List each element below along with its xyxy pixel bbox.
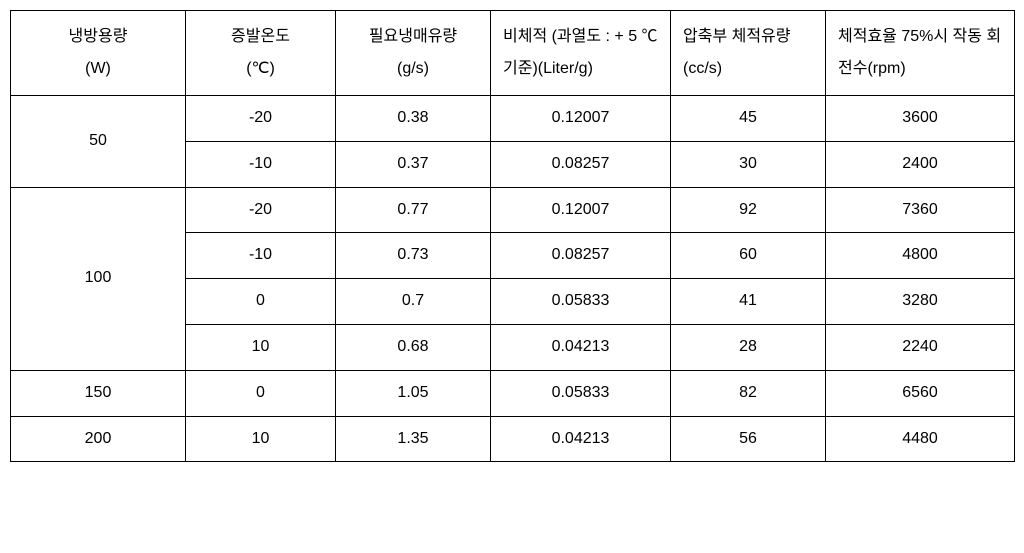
- cell-specific-volume: 0.05833: [491, 279, 671, 325]
- table-row: 100-200.770.12007927360: [11, 187, 1015, 233]
- cell-refrigerant-flow: 0.38: [336, 96, 491, 142]
- cell-rpm: 4800: [826, 233, 1015, 279]
- cell-refrigerant-flow: 0.77: [336, 187, 491, 233]
- cell-cooling-capacity: 200: [11, 416, 186, 462]
- cell-refrigerant-flow: 0.73: [336, 233, 491, 279]
- cell-compression-flow: 45: [671, 96, 826, 142]
- cell-rpm: 6560: [826, 370, 1015, 416]
- header-label: 필요냉매유량(g/s): [369, 28, 457, 77]
- cell-rpm: 4480: [826, 416, 1015, 462]
- cell-rpm: 3280: [826, 279, 1015, 325]
- cell-specific-volume: 0.08257: [491, 141, 671, 187]
- header-cooling-capacity: 냉방용량(W): [11, 11, 186, 96]
- table-header-row: 냉방용량(W) 증발온도(℃) 필요냉매유량(g/s) 비체적 (과열도 : +…: [11, 11, 1015, 96]
- cell-specific-volume: 0.12007: [491, 96, 671, 142]
- cell-refrigerant-flow: 1.35: [336, 416, 491, 462]
- header-label: 압축부 체적유량 (cc/s): [683, 28, 791, 77]
- header-label: 비체적 (과열도 : + 5 ℃ 기준)(Liter/g): [503, 28, 658, 77]
- cell-compression-flow: 28: [671, 324, 826, 370]
- table-row: 50-200.380.12007453600: [11, 96, 1015, 142]
- cell-rpm: 3600: [826, 96, 1015, 142]
- cell-specific-volume: 0.05833: [491, 370, 671, 416]
- cell-evap-temp: 10: [186, 324, 336, 370]
- cell-cooling-capacity: 100: [11, 187, 186, 370]
- cell-cooling-capacity: 50: [11, 96, 186, 188]
- header-rpm: 체적효율 75%시 작동 회전수(rpm): [826, 11, 1015, 96]
- cell-compression-flow: 30: [671, 141, 826, 187]
- cell-evap-temp: -10: [186, 233, 336, 279]
- cell-specific-volume: 0.04213: [491, 416, 671, 462]
- cell-evap-temp: -10: [186, 141, 336, 187]
- cell-rpm: 2240: [826, 324, 1015, 370]
- cell-specific-volume: 0.12007: [491, 187, 671, 233]
- cell-evap-temp: 0: [186, 279, 336, 325]
- cell-refrigerant-flow: 1.05: [336, 370, 491, 416]
- cell-specific-volume: 0.04213: [491, 324, 671, 370]
- cell-rpm: 2400: [826, 141, 1015, 187]
- cell-compression-flow: 56: [671, 416, 826, 462]
- header-compression-flow: 압축부 체적유량 (cc/s): [671, 11, 826, 96]
- cell-evap-temp: -20: [186, 96, 336, 142]
- cell-refrigerant-flow: 0.37: [336, 141, 491, 187]
- cell-refrigerant-flow: 0.68: [336, 324, 491, 370]
- cell-evap-temp: 10: [186, 416, 336, 462]
- cell-compression-flow: 60: [671, 233, 826, 279]
- header-refrigerant-flow: 필요냉매유량(g/s): [336, 11, 491, 96]
- header-label: 증발온도(℃): [231, 28, 290, 77]
- table-body: 50-200.380.12007453600-100.370.082573024…: [11, 96, 1015, 462]
- cell-evap-temp: 0: [186, 370, 336, 416]
- table-row: 200101.350.04213564480: [11, 416, 1015, 462]
- cell-rpm: 7360: [826, 187, 1015, 233]
- refrigeration-table: 냉방용량(W) 증발온도(℃) 필요냉매유량(g/s) 비체적 (과열도 : +…: [10, 10, 1015, 462]
- cell-compression-flow: 82: [671, 370, 826, 416]
- header-specific-volume: 비체적 (과열도 : + 5 ℃ 기준)(Liter/g): [491, 11, 671, 96]
- cell-evap-temp: -20: [186, 187, 336, 233]
- cell-refrigerant-flow: 0.7: [336, 279, 491, 325]
- header-label: 체적효율 75%시 작동 회전수(rpm): [838, 28, 1001, 77]
- cell-specific-volume: 0.08257: [491, 233, 671, 279]
- table-row: 15001.050.05833826560: [11, 370, 1015, 416]
- header-label: 냉방용량(W): [69, 28, 128, 77]
- header-evap-temp: 증발온도(℃): [186, 11, 336, 96]
- cell-cooling-capacity: 150: [11, 370, 186, 416]
- cell-compression-flow: 41: [671, 279, 826, 325]
- cell-compression-flow: 92: [671, 187, 826, 233]
